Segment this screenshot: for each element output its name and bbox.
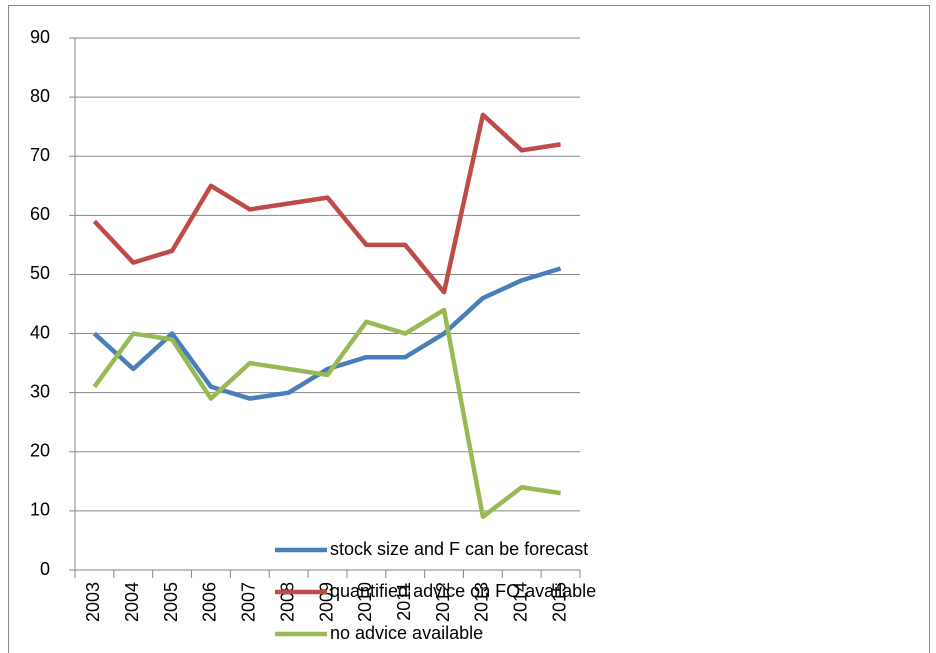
y-tick-label: 10	[30, 500, 50, 520]
legend-entry: stock size and F can be forecast	[275, 539, 588, 559]
y-tick-label: 50	[30, 263, 50, 283]
x-tick-label: 2014	[510, 582, 530, 622]
legend-label: no advice available	[330, 623, 483, 643]
y-tick-label: 60	[30, 204, 50, 224]
y-tick-label: 70	[30, 145, 50, 165]
y-tick-label: 0	[40, 559, 50, 579]
y-tick-label: 30	[30, 381, 50, 401]
legend-entry: quantified advice on FO available	[275, 581, 596, 601]
legend-label: stock size and F can be forecast	[330, 539, 588, 559]
chart-frame	[8, 5, 930, 653]
x-tick-label: 2003	[83, 582, 103, 622]
x-tick-label: 2011	[394, 582, 414, 621]
y-tick-label: 20	[30, 441, 50, 461]
x-tick-label: 2012	[433, 582, 453, 622]
series-line	[92, 307, 561, 520]
x-tick-label: 2015	[549, 582, 569, 622]
x-tick-label: 2010	[355, 582, 375, 622]
x-tick-label: 2004	[122, 582, 142, 622]
x-tick-label: 2013	[472, 582, 492, 622]
x-tick-label: 2006	[200, 582, 220, 622]
x-tick-label: 2005	[161, 582, 181, 622]
series-line	[92, 266, 562, 401]
y-tick-label: 80	[30, 86, 50, 106]
x-tick-label: 2008	[277, 582, 297, 622]
y-tick-label: 90	[30, 27, 50, 47]
legend-label: quantified advice on FO available	[330, 581, 596, 601]
x-tick-label: 2007	[239, 582, 259, 622]
y-tick-label: 40	[30, 322, 50, 342]
legend-entry: no advice available	[275, 623, 483, 643]
series-line	[92, 112, 561, 295]
